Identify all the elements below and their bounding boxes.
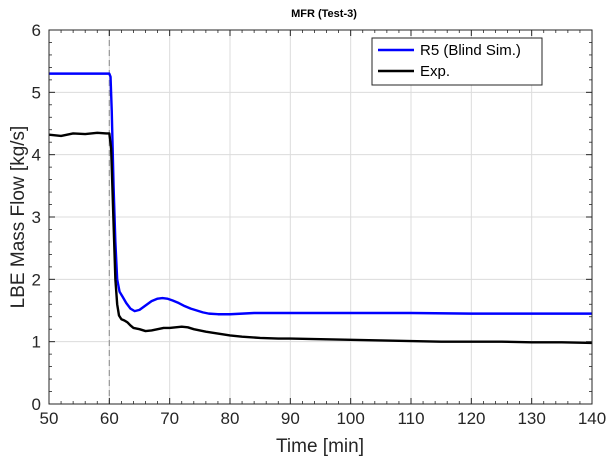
x-tick-label: 120	[457, 409, 485, 428]
y-tick-label: 5	[32, 83, 41, 102]
x-tick-label: 140	[578, 409, 606, 428]
legend-label-r5: R5 (Blind Sim.)	[420, 42, 521, 59]
series-line-r5	[49, 72, 592, 316]
x-tick-labels: 50 60 70 80 90 100 110 120 130 140	[40, 409, 607, 428]
x-tick-label: 100	[336, 409, 364, 428]
y-axis-label: LBE Mass Flow [kg/s]	[8, 126, 29, 309]
legend: R5 (Blind Sim.) Exp.	[371, 37, 543, 86]
x-tick-label: 50	[40, 409, 59, 428]
chart-title: MFR (Test-3)	[291, 8, 357, 20]
x-tick-label: 70	[160, 409, 179, 428]
axis-ticks	[48, 29, 593, 405]
legend-box	[371, 37, 543, 86]
y-tick-label: 3	[32, 208, 41, 227]
y-tick-label: 2	[32, 270, 41, 289]
x-axis-label: Time [min]	[276, 436, 364, 457]
legend-label-exp: Exp.	[420, 63, 450, 80]
y-tick-label: 0	[32, 395, 41, 414]
x-tick-label: 60	[100, 409, 119, 428]
y-tick-label: 6	[32, 21, 41, 40]
series-layer	[48, 72, 593, 345]
x-tick-label: 90	[281, 409, 300, 428]
y-tick-labels: 0 1 2 3 4 5 6	[32, 21, 41, 414]
x-tick-label: 130	[517, 409, 545, 428]
y-tick-label: 4	[32, 146, 41, 165]
x-tick-label: 80	[221, 409, 240, 428]
series-line-exp	[48, 131, 593, 345]
y-tick-label: 1	[32, 333, 41, 352]
x-tick-label: 110	[397, 409, 424, 428]
